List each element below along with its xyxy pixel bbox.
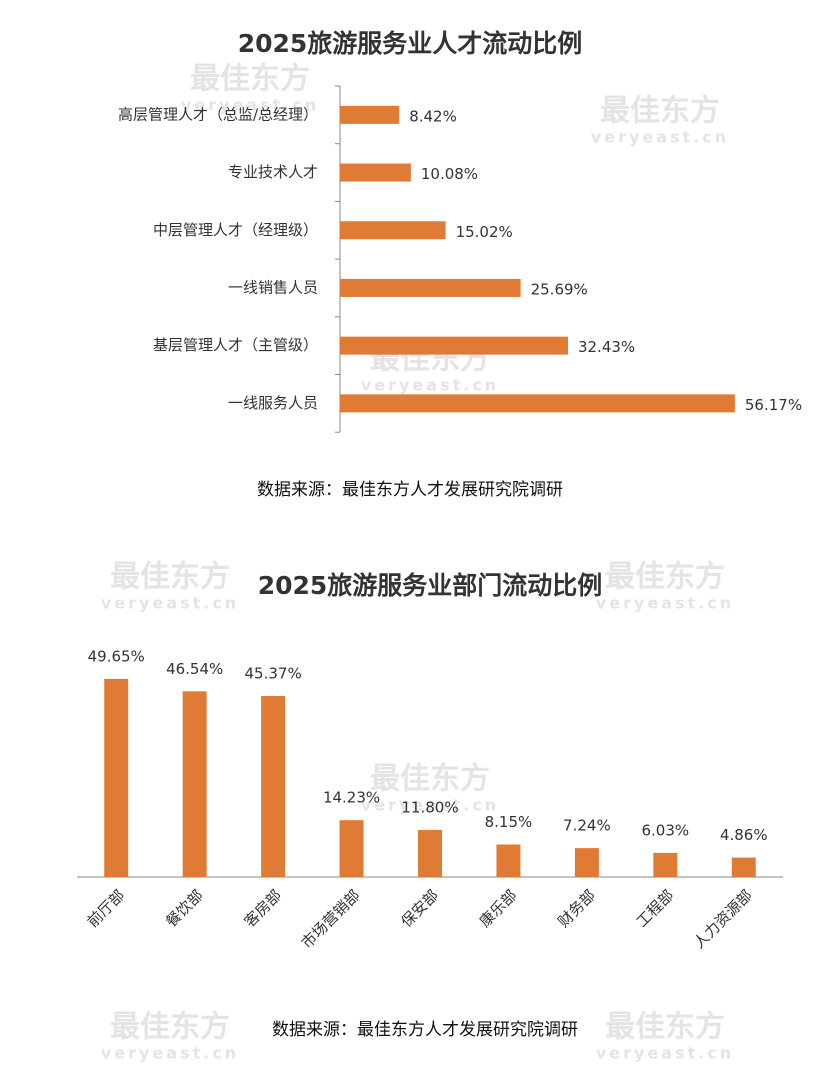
chart-title: 2025旅游服务业部门流动比例: [258, 571, 603, 600]
bar: [653, 852, 678, 877]
watermark-url: veryeast.cn: [591, 128, 729, 147]
bar: [340, 221, 446, 240]
value-label: 15.02%: [456, 223, 513, 241]
value-label: 49.65%: [88, 647, 145, 665]
value-label: 7.24%: [563, 817, 611, 835]
watermark-url: veryeast.cn: [101, 1044, 239, 1063]
bar: [574, 848, 599, 877]
watermark-text: 最佳东方: [605, 560, 725, 595]
value-label: 56.17%: [745, 396, 802, 414]
watermark-url: veryeast.cn: [596, 594, 734, 613]
category-label: 基层管理人才（主管级）: [153, 336, 318, 354]
source-note: 数据来源：最佳东方人才发展研究院调研: [272, 1020, 578, 1040]
value-label: 45.37%: [245, 664, 302, 682]
category-label: 人力资源部: [690, 886, 756, 952]
value-label: 8.42%: [409, 107, 457, 125]
watermark-url: veryeast.cn: [101, 594, 239, 613]
bar: [496, 844, 521, 877]
value-label: 10.08%: [421, 165, 478, 183]
value-label: 25.69%: [531, 280, 588, 298]
watermark-text: 最佳东方: [110, 1010, 230, 1045]
bar: [339, 820, 364, 877]
watermark-url: veryeast.cn: [361, 376, 499, 395]
bar: [340, 336, 568, 355]
value-label: 8.15%: [485, 813, 533, 831]
category-label: 专业技术人才: [228, 163, 318, 181]
bar: [418, 829, 442, 877]
watermark-url: veryeast.cn: [181, 96, 319, 115]
watermark-text: 最佳东方: [600, 94, 720, 129]
category-label: 一线服务人员: [228, 394, 318, 412]
watermark-text: 最佳东方: [190, 62, 310, 97]
category-label: 高层管理人才（总监/总经理）: [118, 105, 318, 123]
category-label: 市场营销部: [298, 886, 364, 952]
watermark-url: veryeast.cn: [361, 796, 499, 815]
bar: [340, 394, 735, 413]
bar: [340, 105, 400, 124]
watermark-text: 最佳东方: [605, 1010, 725, 1045]
value-label: 46.54%: [166, 660, 223, 678]
category-label: 工程部: [633, 886, 678, 931]
value-label: 32.43%: [578, 338, 635, 356]
bar: [340, 163, 411, 182]
category-label: 客房部: [241, 886, 286, 931]
value-label: 6.03%: [642, 821, 690, 839]
bar: [182, 691, 207, 877]
bar: [731, 857, 756, 877]
category-label: 财务部: [554, 886, 599, 931]
category-label: 康乐部: [476, 886, 521, 931]
bar: [104, 678, 129, 877]
bar: [261, 695, 286, 877]
category-label: 前厅部: [84, 886, 129, 931]
watermark-text: 最佳东方: [370, 762, 490, 797]
watermark-text: 最佳东方: [110, 560, 230, 595]
category-label: 餐饮部: [162, 886, 207, 931]
value-label: 4.86%: [720, 826, 768, 844]
category-label: 一线销售人员: [228, 278, 318, 296]
chart-title: 2025旅游服务业人才流动比例: [238, 29, 583, 58]
value-label: 14.23%: [323, 789, 380, 807]
watermark-url: veryeast.cn: [596, 1044, 734, 1063]
bar: [340, 278, 521, 297]
source-note: 数据来源：最佳东方人才发展研究院调研: [257, 480, 563, 500]
value-label: 11.80%: [401, 798, 458, 816]
category-label: 中层管理人才（经理级）: [153, 221, 318, 239]
category-label: 保安部: [397, 886, 442, 931]
